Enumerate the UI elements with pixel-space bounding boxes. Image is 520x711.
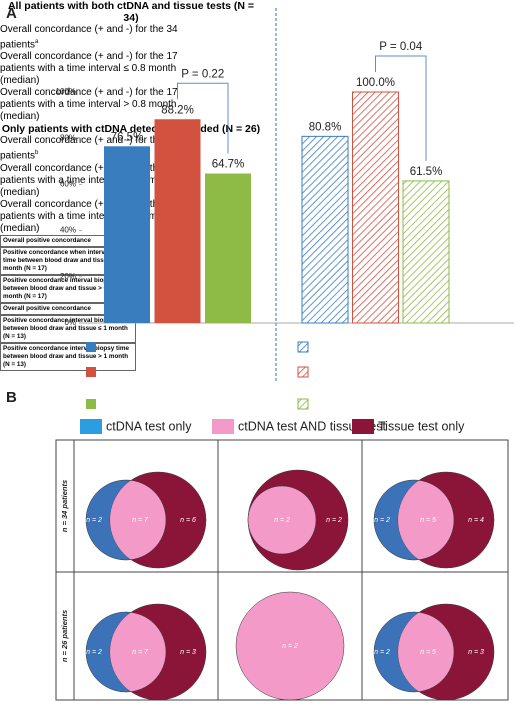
legend-entry: Overall concordance (+ and -) for the 17…: [0, 87, 205, 123]
legend-swatch: [80, 419, 102, 434]
cell-title: Positive concordance interval biopsy tim…: [0, 342, 136, 371]
venn-count: n = 2: [282, 643, 298, 650]
legend-text: ctDNA test AND tissue test: [238, 419, 386, 433]
venn-count: n = 3: [468, 649, 484, 656]
legend-entry: Overall concordance (+ and -) for the 26…: [0, 135, 205, 162]
legend-footnote: b: [35, 150, 39, 157]
value-label: 80.8%: [309, 121, 342, 133]
p-bracket: [375, 55, 427, 161]
venn-count: n = 5: [420, 517, 436, 524]
y-tick-label: 0%: [64, 318, 76, 327]
legend-text: Overall concordance (+ and -) for the 17…: [0, 162, 178, 198]
legend-footnote: a: [35, 39, 39, 45]
legend-swatch: [352, 419, 374, 434]
legend-text: Overall concordance (+ and -) for the 26…: [0, 135, 178, 162]
chart-subtitle: All patients with both ctDNA and tissue …: [7, 0, 255, 24]
venn-count: n = 7: [132, 517, 149, 524]
venn-middle: [247, 485, 317, 555]
legend-entry: Overall concordance (+ and -) for the 17…: [0, 51, 205, 87]
venn-count: n = 4: [468, 517, 484, 524]
bar: [154, 119, 201, 324]
value-label: 76.5%: [111, 131, 144, 143]
venn-count: n = 5: [420, 649, 436, 656]
legend-entry: Overall concordance (+ and -) for the 17…: [0, 199, 205, 235]
venn-count: n = 2: [374, 649, 390, 656]
value-label: 61.5%: [410, 166, 443, 178]
venn-count: n = 6: [180, 517, 196, 524]
y-tick-label: 60%: [60, 180, 76, 189]
legend-swatch: [212, 419, 234, 434]
bar: [352, 91, 399, 324]
y-tick-label: 100%: [56, 87, 76, 96]
legend-swatch: [86, 367, 96, 377]
p-bracket: [177, 82, 229, 154]
venn-count: n = 2: [86, 517, 102, 524]
row-label: n = 26 patients: [60, 610, 69, 662]
panel-label: A: [6, 5, 17, 22]
legend-swatch: [86, 342, 96, 352]
legend-text: Overall concordance (+ and -) for the 17…: [0, 87, 178, 123]
venn-middle: [235, 591, 345, 701]
venn: n = 2 n = 7 n = 3: [85, 603, 207, 701]
panel-label: B: [6, 389, 17, 406]
legend-swatch: [86, 399, 96, 409]
legend-swatch: [297, 366, 309, 378]
legend-text: Overall concordance (+ and -) for the 34…: [0, 24, 178, 51]
p-value: P = 0.22: [181, 68, 224, 80]
venn: n = 2: [235, 591, 345, 701]
y-tick-label: 40%: [60, 226, 76, 235]
venn: n = 2 n = 5 n = 3: [373, 603, 495, 701]
bar: [104, 146, 150, 323]
venn: n = 2 n = 2: [247, 469, 349, 571]
value-label: 64.7%: [212, 159, 245, 171]
legend-text: ctDNA test only: [106, 419, 192, 433]
venn-count: n = 2: [86, 649, 102, 656]
venn: n = 2 n = 5 n = 4: [373, 471, 495, 569]
row-label: n = 34 patients: [60, 480, 69, 532]
y-tick-label: 80%: [60, 133, 76, 142]
venn: n = 2 n = 7 n = 6: [85, 471, 207, 569]
value-label: 100.0%: [356, 77, 395, 89]
bar: [205, 173, 251, 323]
venn-count: n = 3: [180, 649, 196, 656]
legend-entry: Overall concordance (+ and -) for the 17…: [0, 163, 205, 199]
legend-entry: Overall concordance (+ and -) for the 34…: [0, 24, 205, 51]
venn-count: n = 7: [132, 649, 149, 656]
venn-count: n = 2: [326, 517, 342, 524]
legend-text: Overall concordance (+ and -) for the 17…: [0, 51, 178, 87]
legend-text: Overall concordance (+ and -) for the 17…: [0, 198, 178, 234]
bar: [301, 135, 349, 324]
venn-count: n = 2: [274, 517, 290, 524]
legend-text: Tissue test only: [378, 419, 465, 433]
y-tick-label: 20%: [60, 272, 76, 281]
p-value: P = 0.04: [379, 41, 423, 53]
table-border: [55, 439, 509, 701]
venn-count: n = 2: [374, 517, 390, 524]
bar: [402, 180, 450, 324]
legend-swatch: [297, 341, 309, 353]
cell-title: Positive concordance interval biopsy tim…: [0, 314, 136, 343]
legend-swatch: [297, 398, 309, 410]
value-label: 88.2%: [161, 104, 194, 116]
